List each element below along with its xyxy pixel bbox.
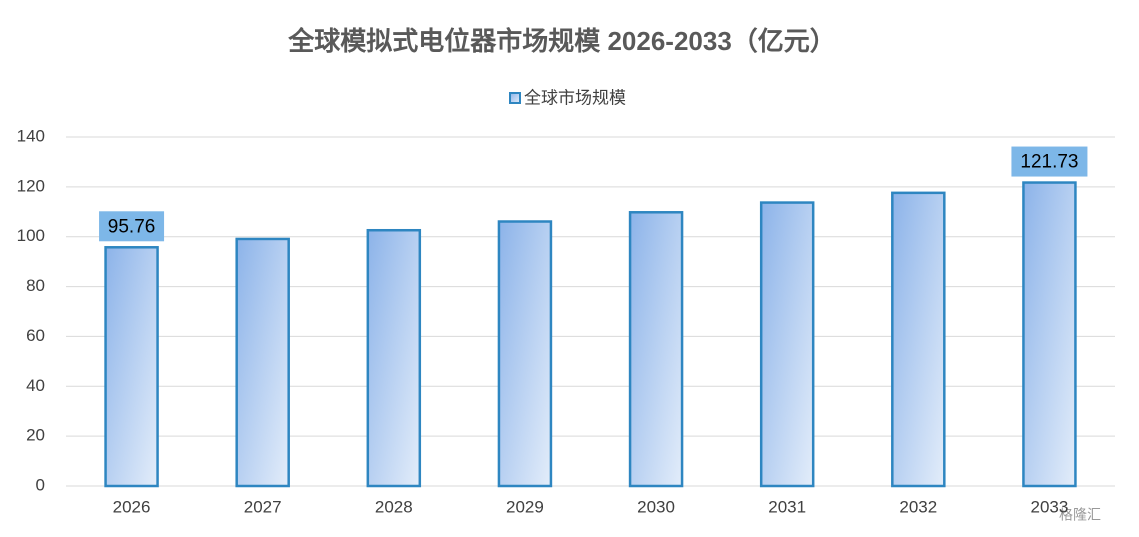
y-tick-label: 0 bbox=[36, 475, 45, 494]
x-tick-label: 2031 bbox=[768, 497, 806, 516]
x-tick-label: 2026 bbox=[113, 497, 151, 516]
data-label: 95.76 bbox=[108, 216, 156, 237]
bar bbox=[1022, 181, 1077, 488]
data-label-box bbox=[1011, 146, 1088, 177]
chart-title: 全球模拟式电位器市场规模 2026-2033（亿元） bbox=[287, 26, 836, 56]
bar bbox=[759, 201, 815, 488]
y-tick-label: 140 bbox=[17, 126, 45, 145]
y-tick-label: 20 bbox=[26, 426, 45, 445]
y-tick-label: 80 bbox=[26, 276, 45, 295]
x-tick-label: 2033 bbox=[1031, 497, 1069, 516]
x-tick-label: 2028 bbox=[375, 497, 413, 516]
x-tick-label: 2027 bbox=[244, 497, 282, 516]
bar bbox=[497, 220, 553, 488]
legend-swatch bbox=[509, 92, 521, 104]
legend-label: 全球市场规模 bbox=[524, 88, 626, 107]
x-tick-label: 2029 bbox=[506, 497, 544, 516]
x-tick-label: 2030 bbox=[637, 497, 675, 516]
y-tick-label: 120 bbox=[17, 176, 45, 195]
data-label-box bbox=[99, 211, 165, 242]
bar bbox=[366, 228, 422, 488]
bar bbox=[235, 237, 290, 488]
bar bbox=[891, 191, 946, 488]
bar bbox=[628, 211, 684, 488]
bar bbox=[104, 246, 159, 488]
y-tick-label: 60 bbox=[26, 326, 45, 345]
watermark: 格隆汇 bbox=[1059, 507, 1101, 523]
x-tick-label: 2032 bbox=[899, 497, 937, 516]
y-tick-label: 100 bbox=[17, 226, 45, 245]
y-tick-label: 40 bbox=[26, 376, 45, 395]
data-label: 121.73 bbox=[1020, 152, 1078, 173]
